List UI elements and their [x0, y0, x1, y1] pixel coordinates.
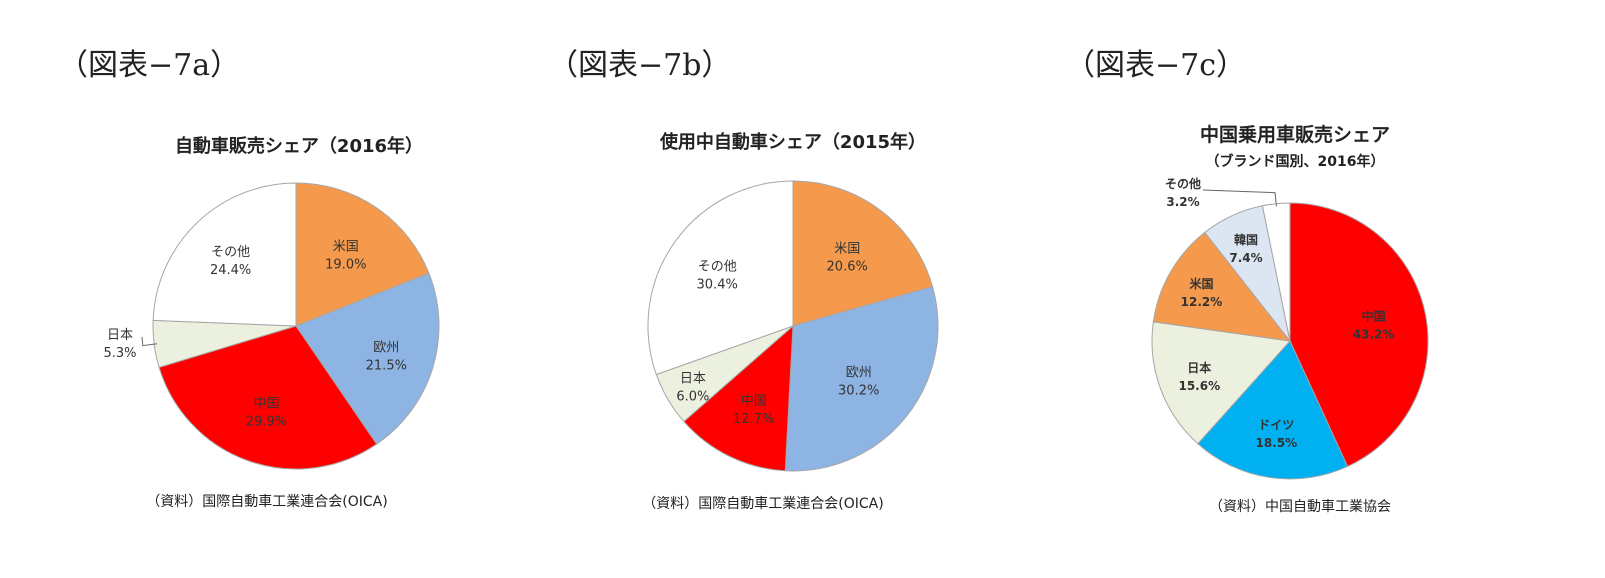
pie-slice [647, 180, 794, 376]
slice-value-label: 29.9% [246, 415, 287, 430]
slice-label: 中国 [741, 394, 767, 409]
chart-title: 自動車販売シェア（2016年） [175, 135, 423, 157]
slice-label: 米国 [333, 240, 359, 255]
slice-value-label: 12.2% [1181, 295, 1223, 309]
source-note: （資料）国際自動車工業連合会(OICA) [642, 495, 883, 512]
pie-slice [295, 272, 440, 445]
source-note: （資料）国際自動車工業連合会(OICA) [146, 493, 387, 510]
slice-label: その他 [211, 245, 250, 260]
pie-slice [295, 182, 430, 327]
pie-slice [792, 180, 934, 327]
leader-line [141, 336, 158, 347]
pie-slice [1151, 321, 1291, 445]
slice-label: その他 [698, 260, 737, 275]
pie-slice [158, 325, 378, 470]
slice-label: 韓国 [1234, 232, 1258, 247]
pie-chart-7c: 中国乗用車販売シェア （ブランド国別、2016年） 中国 43.2% ドイツ 18.5% 日… [1151, 123, 1429, 515]
chart-subtitle: （ブランド国別、2016年） [1206, 153, 1385, 170]
slice-value-label: 15.6% [1178, 379, 1220, 393]
slice-label: 日本 [680, 372, 706, 387]
figure-label-7b: （図表−7b） [548, 48, 732, 83]
slice-label: ドイツ [1258, 418, 1294, 432]
slice-value-label: 5.3% [103, 346, 136, 361]
slice-value-label: 30.2% [838, 384, 879, 399]
slice-label: 日本 [107, 328, 133, 343]
slice-label: 欧州 [373, 341, 399, 356]
pie-chart-7b: 使用中自動車シェア（2015年） 米国 20.6% 欧州 30.2% 中国 12.7% 日本 6… [642, 131, 939, 512]
pie-slice [152, 182, 297, 327]
pie-chart-panel-7c: 中国乗用車販売シェア （ブランド国別、2016年） 中国 43.2% ドイツ 18.5% 日… [1055, 0, 1585, 578]
slice-value-label: 21.5% [366, 359, 407, 374]
source-note: （資料）中国自動車工業協会 [1209, 498, 1391, 515]
slice-value-label: 7.4% [1229, 251, 1262, 265]
slice-label: 米国 [834, 241, 860, 256]
chart-title: 使用中自動車シェア（2015年） [659, 131, 926, 153]
chart-title: 中国乗用車販売シェア [1200, 123, 1390, 146]
slice-value-label: 20.6% [827, 259, 868, 274]
slice-label: 日本 [1187, 360, 1211, 375]
slice-value-label: 3.2% [1166, 195, 1199, 209]
pie-chart-panel-7a: 自動車販売シェア（2016年） 米国 19.0% 欧州 21.5% 中国 29.9% 日本 5.… [40, 0, 570, 578]
slice-value-label: 43.2% [1353, 328, 1395, 342]
pie-chart-panel-7b: 使用中自動車シェア（2015年） 米国 20.6% 欧州 30.2% 中国 12.7% 日本 6… [530, 0, 1060, 578]
slice-label: 中国 [1362, 309, 1386, 324]
slice-value-label: 30.4% [697, 278, 738, 293]
pie-slice [683, 324, 794, 472]
pie-slice [784, 285, 939, 472]
figure-label-7a: （図表−7a） [58, 48, 241, 83]
leader-line [1202, 189, 1277, 207]
slice-value-label: 6.0% [676, 390, 709, 405]
slice-value-label: 24.4% [210, 263, 251, 278]
pie-slice [1289, 202, 1429, 468]
figure-label-7c: （図表−7c） [1065, 48, 1247, 83]
pie-slice [1197, 340, 1349, 480]
pie-slice [1152, 231, 1292, 342]
slice-label: 欧州 [846, 366, 872, 381]
slice-label: 米国 [1189, 276, 1213, 291]
pie-chart-7a: 自動車販売シェア（2016年） 米国 19.0% 欧州 21.5% 中国 29.9% 日本 5.… [103, 135, 440, 510]
slice-value-label: 18.5% [1255, 436, 1297, 450]
slice-label: 中国 [253, 397, 279, 412]
slice-value-label: 19.0% [325, 258, 366, 273]
slice-label: その他 [1165, 176, 1201, 191]
slice-value-label: 12.7% [733, 412, 774, 427]
